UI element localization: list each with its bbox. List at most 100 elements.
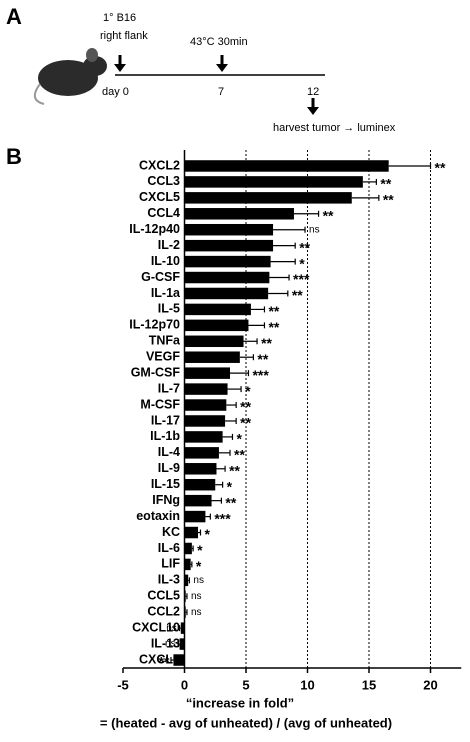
significance-label: * <box>196 558 202 574</box>
y-tick-label: CXCL2 <box>139 158 180 172</box>
y-tick-label: IL-12p40 <box>129 222 180 236</box>
bar <box>185 336 244 347</box>
y-tick-label: KC <box>162 525 180 539</box>
significance-label: ** <box>240 399 251 415</box>
bar <box>185 543 192 554</box>
y-tick-label: CCL5 <box>147 589 180 603</box>
significance-label: ** <box>299 239 310 255</box>
error-bar <box>273 243 295 249</box>
bar <box>185 415 226 426</box>
bar <box>173 654 184 665</box>
x-axis-formula: = (heated - avg of unheated) / (avg of u… <box>100 715 392 730</box>
bar <box>185 575 189 586</box>
bar <box>185 208 294 219</box>
significance-label: ** <box>435 160 446 176</box>
bar <box>185 272 270 283</box>
y-tick-label: CCL2 <box>147 605 180 619</box>
y-tick-label: VEGF <box>146 350 180 364</box>
y-tick-label: IL-4 <box>158 445 180 459</box>
error-bar <box>198 530 200 536</box>
injection-text: right flank <box>100 30 148 42</box>
panel-label: A <box>6 4 22 29</box>
bar <box>185 559 191 570</box>
error-bar <box>205 514 210 520</box>
significance-label: ** <box>323 207 334 223</box>
mouse-icon <box>35 48 107 104</box>
y-tick-label: IFNg <box>152 493 180 507</box>
day-label: 12 <box>307 86 319 98</box>
x-tick-label: 5 <box>242 677 249 692</box>
significance-label: * <box>245 383 251 399</box>
significance-label: ** <box>225 494 236 510</box>
panel-label: B <box>6 144 22 169</box>
significance-label: ns <box>193 575 204 586</box>
y-tick-label: IL-1a <box>151 286 181 300</box>
significance-label: ** <box>261 335 272 351</box>
significance-label: * <box>299 255 305 271</box>
error-bar <box>216 466 225 472</box>
error-bar <box>269 275 289 281</box>
day-label: 7 <box>218 86 224 98</box>
bar <box>185 399 227 410</box>
error-bar <box>268 290 288 296</box>
y-tick-label: IL-6 <box>158 541 180 555</box>
x-tick-label: 0 <box>181 677 188 692</box>
x-tick-label: -5 <box>117 677 129 692</box>
y-tick-label: IL-15 <box>151 477 180 491</box>
significance-label: ns <box>165 639 176 650</box>
bar <box>185 606 186 617</box>
y-tick-label: IL-12p70 <box>129 318 180 332</box>
bar <box>185 495 212 506</box>
significance-label: ns <box>191 591 202 602</box>
significance-label: * <box>227 478 233 494</box>
bar <box>185 288 269 299</box>
significance-label: ns <box>309 224 320 235</box>
error-bar <box>186 593 187 599</box>
significance-label: *** <box>293 271 310 287</box>
error-bar <box>192 545 193 551</box>
error-bar <box>248 322 264 328</box>
y-tick-label: IL-2 <box>158 238 180 252</box>
significance-label: ** <box>268 319 279 335</box>
error-bar <box>225 418 236 424</box>
bar <box>185 463 217 474</box>
bar <box>185 383 228 394</box>
y-tick-label: IL-9 <box>158 461 180 475</box>
injection-text: 1° B16 <box>103 12 136 24</box>
y-tick-label: TNFa <box>149 334 181 348</box>
x-tick-label: 20 <box>423 677 437 692</box>
bar <box>185 256 271 267</box>
day-label: day 0 <box>102 86 129 98</box>
error-bar <box>363 179 377 185</box>
significance-label: ** <box>292 287 303 303</box>
significance-label: *** <box>214 510 231 526</box>
bar <box>185 240 274 251</box>
treatment-text: 43°C 30min <box>190 36 248 48</box>
error-bar <box>240 354 254 360</box>
bar <box>180 638 185 649</box>
error-bar <box>212 498 222 504</box>
significance-label: ** <box>257 351 268 367</box>
bar <box>185 511 206 522</box>
error-bar <box>191 561 192 567</box>
y-tick-label: G-CSF <box>141 270 180 284</box>
error-bar <box>228 386 242 392</box>
error-bar <box>251 306 265 312</box>
y-tick-label: IL-3 <box>158 573 180 587</box>
error-bar <box>215 482 222 488</box>
bar <box>185 479 216 490</box>
significance-label: *** <box>252 367 269 383</box>
error-bar <box>389 163 431 169</box>
y-tick-label: M-CSF <box>140 397 180 411</box>
significance-label: * <box>236 431 242 447</box>
y-tick-label: LIF <box>161 557 180 571</box>
y-tick-label: IL-10 <box>151 254 180 268</box>
significance-label: ns <box>191 607 202 618</box>
y-tick-label: CXCL5 <box>139 190 180 204</box>
significance-label: ** <box>383 192 394 208</box>
y-tick-label: IL-7 <box>158 381 180 395</box>
bar <box>185 447 219 458</box>
bar <box>185 224 274 235</box>
x-tick-label: 10 <box>300 677 314 692</box>
y-tick-label: CCL4 <box>147 206 180 220</box>
